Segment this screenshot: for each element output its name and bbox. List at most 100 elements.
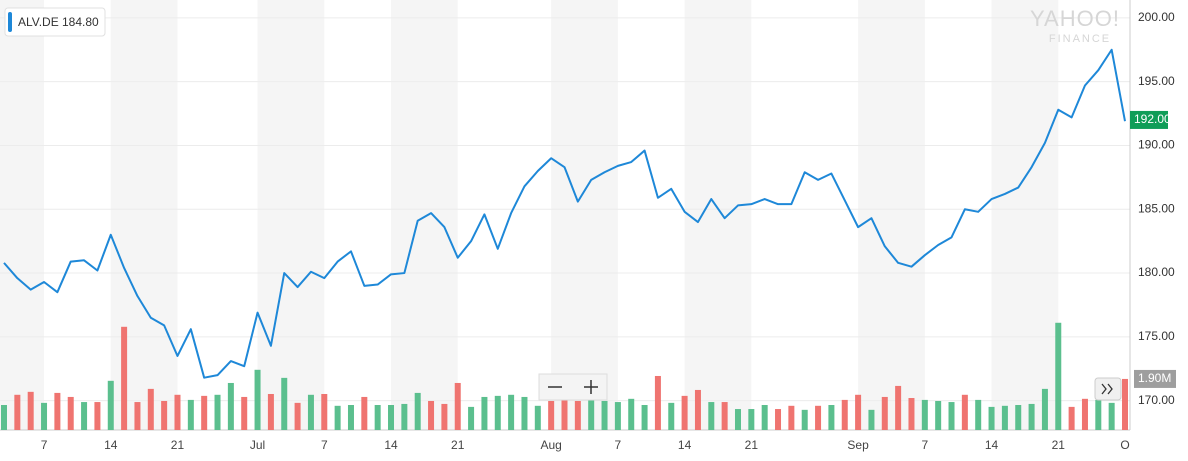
week-stripe bbox=[391, 0, 458, 430]
volume-badge bbox=[1134, 369, 1176, 388]
volume-bar bbox=[161, 400, 168, 430]
volume-bar bbox=[908, 398, 915, 430]
volume-bar bbox=[201, 395, 208, 430]
volume-bar bbox=[321, 393, 328, 430]
x-tick-label: 7 bbox=[615, 438, 622, 452]
legend-ticker: ALV.DE bbox=[18, 15, 59, 29]
volume-bar bbox=[1015, 405, 1022, 430]
volume-bar bbox=[775, 409, 782, 430]
volume-bar bbox=[588, 399, 595, 430]
legend-value: 184.80 bbox=[62, 15, 99, 29]
volume-bar bbox=[761, 405, 768, 430]
volume-bar bbox=[828, 405, 835, 430]
week-stripe bbox=[110, 0, 178, 430]
volume-bar bbox=[1108, 402, 1115, 430]
week-stripe bbox=[991, 0, 1059, 430]
volume-bar bbox=[561, 399, 568, 430]
volume-bar bbox=[801, 409, 808, 430]
x-tick-label: 14 bbox=[985, 438, 999, 452]
volume-bar bbox=[628, 398, 635, 430]
scroll-icon[interactable] bbox=[1101, 383, 1113, 395]
x-tick-label: 21 bbox=[1052, 438, 1066, 452]
volume-bar bbox=[334, 405, 341, 430]
volume-bar bbox=[94, 402, 101, 430]
watermark: YAHOO! bbox=[1030, 6, 1120, 31]
volume-bar bbox=[601, 400, 608, 430]
volume-label: 1.90M bbox=[1138, 371, 1171, 385]
volume-bar bbox=[428, 400, 435, 430]
price-line bbox=[3, 48, 1126, 379]
watermark: FINANCE bbox=[1049, 33, 1111, 45]
volume-bar bbox=[1041, 388, 1048, 430]
week-stripe bbox=[684, 0, 752, 430]
y-tick-label: 190.00 bbox=[1138, 138, 1175, 152]
volume-bar bbox=[107, 380, 114, 430]
volume-bars bbox=[1, 322, 1128, 430]
volume-bar bbox=[241, 396, 248, 430]
volume-bar bbox=[481, 396, 488, 430]
volume-bar bbox=[841, 399, 848, 430]
volume-bar bbox=[988, 406, 995, 430]
volume-bar bbox=[1122, 378, 1128, 430]
volume-bar bbox=[641, 405, 648, 430]
volume-bar bbox=[975, 399, 982, 430]
x-tick-label: 21 bbox=[171, 438, 185, 452]
volume-bar bbox=[187, 399, 194, 430]
week-stripe bbox=[858, 0, 925, 430]
y-tick-label: 200.00 bbox=[1138, 10, 1175, 24]
x-tick-label: 21 bbox=[745, 438, 759, 452]
x-tick-label: 7 bbox=[921, 438, 928, 452]
volume-bar bbox=[681, 395, 688, 430]
volume-bar bbox=[67, 396, 74, 430]
volume-bar bbox=[214, 394, 221, 430]
volume-bar bbox=[27, 391, 34, 430]
volume-bar bbox=[134, 402, 141, 430]
volume-bar bbox=[574, 400, 581, 430]
x-tick-label: 14 bbox=[104, 438, 118, 452]
volume-bar bbox=[41, 402, 48, 430]
scroll-button[interactable] bbox=[1094, 377, 1122, 401]
x-tick-label: 21 bbox=[451, 438, 465, 452]
volume-bar bbox=[654, 375, 661, 430]
volume-bar bbox=[521, 396, 528, 430]
scroll-box[interactable] bbox=[1094, 377, 1122, 401]
volume-bar bbox=[895, 385, 902, 430]
volume-bar bbox=[121, 326, 128, 430]
x-tick-label: Sep bbox=[847, 438, 869, 452]
volume-bar bbox=[1001, 405, 1008, 430]
volume-bar bbox=[494, 395, 501, 430]
volume-bar bbox=[401, 403, 408, 430]
grid bbox=[0, 0, 1131, 431]
volume-bar bbox=[961, 394, 968, 430]
x-tick-label: 14 bbox=[678, 438, 692, 452]
volume-bar bbox=[281, 377, 288, 430]
volume-bar bbox=[1, 405, 7, 430]
volume-bar bbox=[815, 405, 822, 430]
volume-bar bbox=[948, 402, 955, 430]
week-stripe bbox=[0, 0, 45, 430]
volume-bar bbox=[81, 402, 88, 430]
volume-bar bbox=[267, 393, 274, 430]
y-tick-label: 170.00 bbox=[1138, 393, 1175, 407]
volume-bar bbox=[534, 405, 541, 430]
legend-box bbox=[4, 7, 106, 37]
volume-bar bbox=[174, 394, 181, 430]
volume-bar bbox=[881, 396, 888, 430]
volume-bar bbox=[374, 405, 381, 430]
last-price-badge bbox=[1130, 110, 1168, 129]
volume-bar bbox=[668, 402, 675, 430]
volume-bar bbox=[1068, 406, 1075, 430]
volume-bar bbox=[361, 396, 368, 430]
week-stripes bbox=[0, 0, 1058, 430]
volume-bar bbox=[454, 382, 461, 430]
plot bbox=[3, 48, 1126, 379]
y-tick-label: 195.00 bbox=[1138, 74, 1175, 88]
volume-bar bbox=[734, 409, 741, 430]
volume-bar bbox=[254, 369, 261, 430]
y-tick-label: 180.00 bbox=[1138, 265, 1175, 279]
volume-bar bbox=[1055, 322, 1062, 430]
volume-bar bbox=[294, 402, 301, 430]
x-tick-label: Jul bbox=[250, 438, 265, 452]
volume-bar bbox=[508, 394, 515, 430]
legend-swatch bbox=[8, 12, 12, 32]
